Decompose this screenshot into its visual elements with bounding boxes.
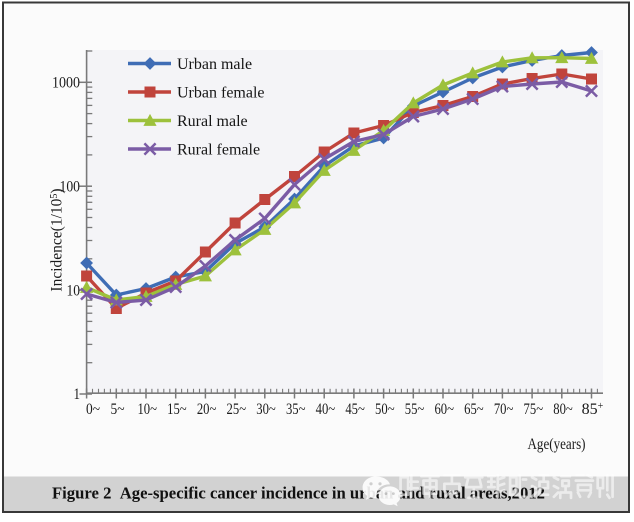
svg-text:50~: 50~ [375, 401, 395, 418]
svg-text:Incidence(1/105): Incidence(1/105) [49, 188, 66, 291]
svg-text:Urban female: Urban female [177, 85, 265, 102]
svg-text:1: 1 [74, 386, 81, 403]
svg-text:1000: 1000 [52, 75, 80, 92]
svg-text:Urban male: Urban male [177, 56, 252, 73]
svg-text:65~: 65~ [464, 401, 484, 418]
svg-text:25~: 25~ [227, 401, 247, 418]
svg-text:80~: 80~ [553, 401, 573, 418]
svg-text:45~: 45~ [345, 401, 365, 418]
svg-text:5~: 5~ [111, 401, 125, 418]
svg-text:70~: 70~ [494, 401, 514, 418]
svg-text:75~: 75~ [524, 401, 544, 418]
svg-text:Rural female: Rural female [177, 142, 260, 159]
svg-text:40~: 40~ [316, 401, 336, 418]
svg-text:55~: 55~ [405, 401, 425, 418]
svg-text:10~: 10~ [137, 401, 157, 418]
svg-text:20~: 20~ [197, 401, 217, 418]
svg-text:100: 100 [60, 178, 81, 195]
svg-text:0~: 0~ [86, 401, 100, 418]
svg-text:15~: 15~ [167, 401, 187, 418]
svg-text:30~: 30~ [256, 401, 276, 418]
svg-text:60~: 60~ [434, 401, 454, 418]
svg-text:Age(years): Age(years) [528, 436, 586, 453]
svg-text:Figure 2 Age-specific cancer: Figure 2 Age-specific cancer incidence i… [52, 484, 545, 503]
svg-text:35~: 35~ [286, 401, 306, 418]
svg-text:Rural male: Rural male [177, 113, 248, 130]
svg-text:10: 10 [67, 282, 81, 299]
